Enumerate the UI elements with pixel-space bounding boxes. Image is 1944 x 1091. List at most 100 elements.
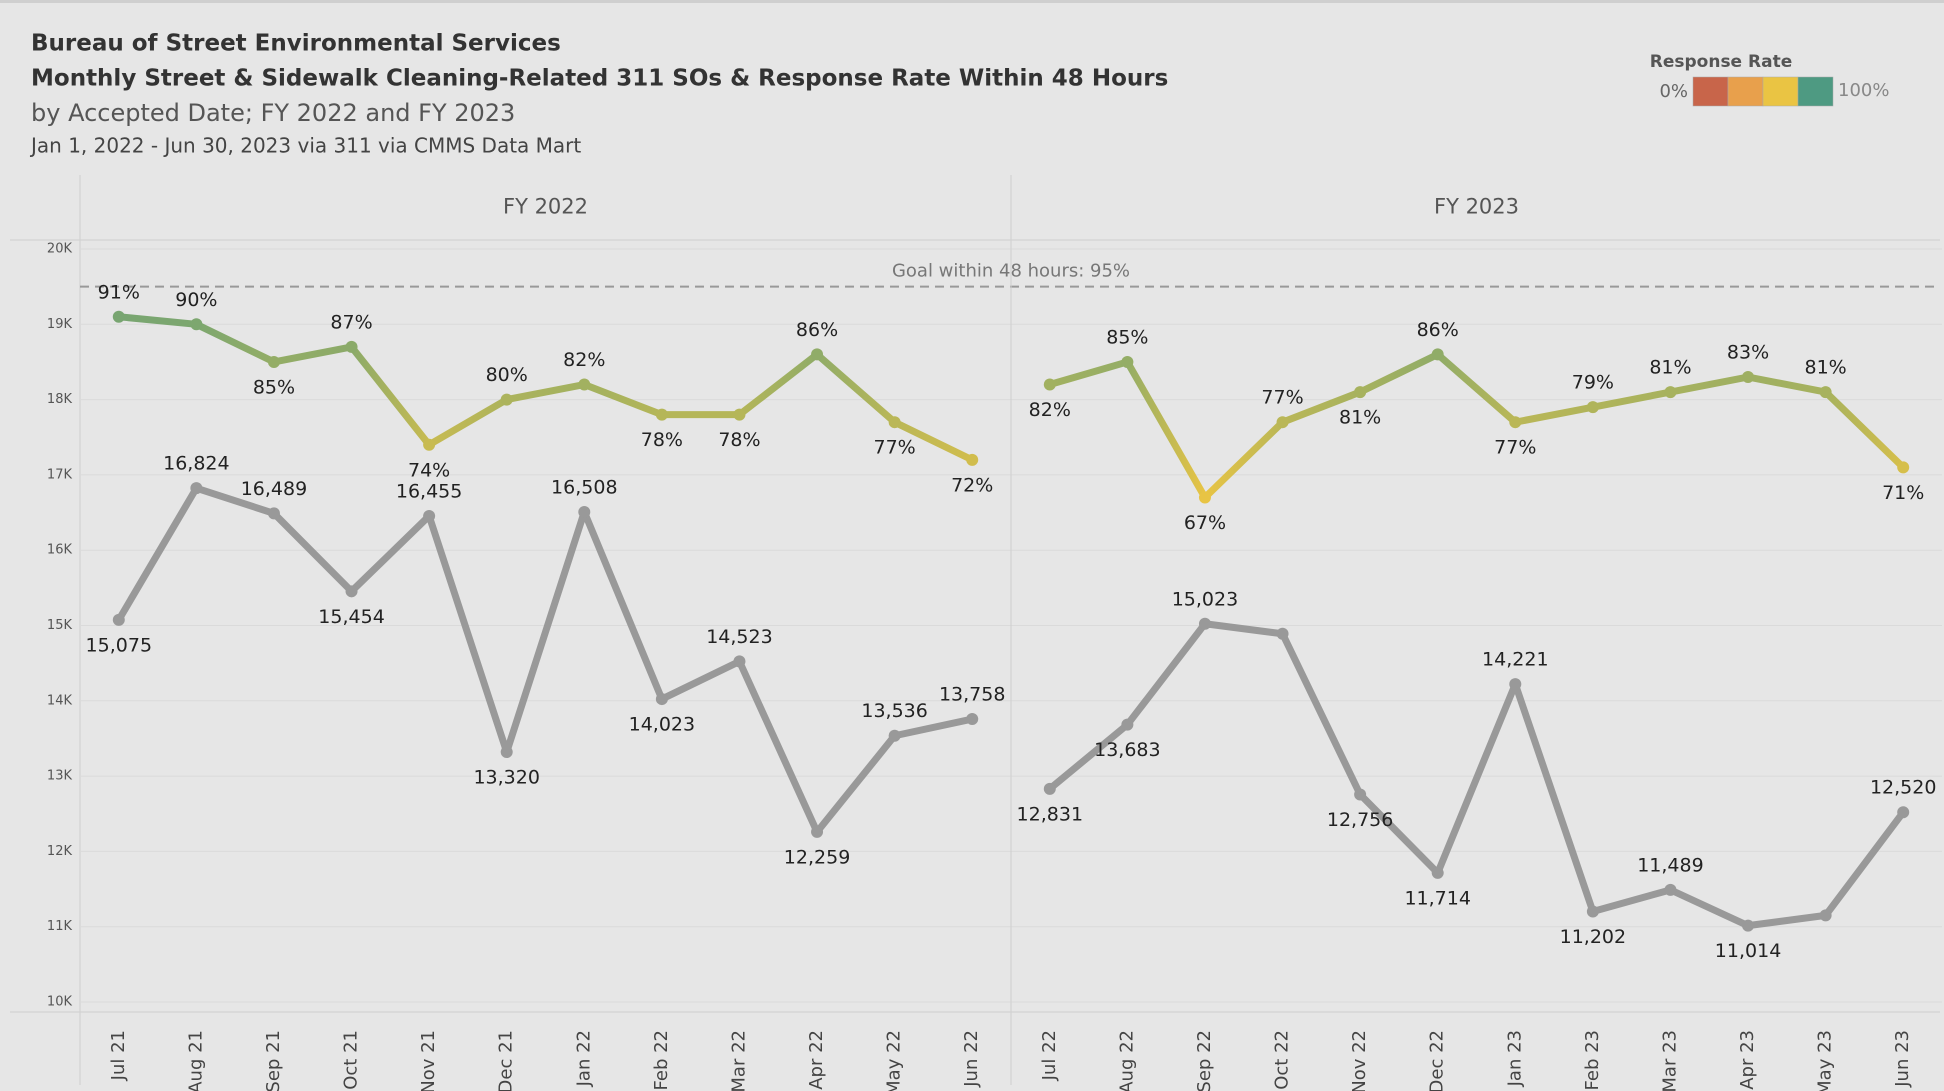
data-label: 16,489 (241, 478, 307, 500)
point (1664, 386, 1677, 399)
data-label: 15,023 (1172, 588, 1238, 610)
data-label: 13,683 (1094, 739, 1160, 761)
point (345, 340, 358, 353)
x-tick-label: Jan 22 (573, 1030, 594, 1087)
point (267, 355, 280, 368)
x-tick-label: May 23 (1815, 1030, 1836, 1091)
data-label: 90% (175, 289, 217, 311)
point (1198, 617, 1211, 630)
point (1819, 909, 1832, 922)
rate-line (115, 313, 976, 464)
panel-title: FY 2022 (503, 195, 588, 219)
data-label: 16,455 (396, 480, 462, 502)
y-tick-label: 19K (47, 317, 73, 332)
y-tick-label: 20K (47, 242, 73, 257)
point (1198, 491, 1211, 504)
count-line (1046, 620, 1907, 930)
chart-subtitle2: by Accepted Date; FY 2022 and FY 2023 (31, 99, 515, 127)
y-tick-label: 17K (47, 467, 73, 482)
data-label: 12,831 (1017, 803, 1083, 825)
point (888, 729, 901, 742)
point (1121, 718, 1134, 731)
count-line (115, 484, 976, 836)
legend-max: 100% (1838, 80, 1889, 101)
point (655, 693, 668, 706)
x-tick-label: Sep 21 (263, 1030, 284, 1091)
data-label: 12,259 (784, 846, 850, 868)
data-label: 85% (253, 376, 295, 398)
data-label: 78% (718, 429, 760, 451)
x-tick-label: Oct 22 (1272, 1030, 1293, 1090)
data-label: 86% (1417, 319, 1459, 341)
point (112, 310, 125, 323)
data-label: 12,756 (1327, 809, 1393, 831)
point (1897, 461, 1910, 474)
chart-note: Jan 1, 2022 - Jun 30, 2023 via 311 via C… (29, 134, 581, 158)
data-label: 77% (874, 437, 916, 459)
x-tick-label: Oct 21 (341, 1030, 362, 1090)
point (733, 655, 746, 668)
data-label: 82% (1029, 399, 1071, 421)
legend-title: Response Rate (1650, 52, 1792, 72)
legend-swatch (1727, 76, 1764, 107)
data-label: 80% (486, 364, 528, 386)
point (1043, 378, 1056, 391)
point (811, 825, 824, 838)
data-label: 14,523 (706, 626, 772, 648)
x-tick-label: Jul 22 (1039, 1030, 1060, 1081)
legend-swatch (1762, 76, 1799, 107)
x-tick-label: Feb 22 (651, 1030, 672, 1091)
data-label: 77% (1261, 387, 1303, 409)
point (345, 585, 358, 598)
legend (1692, 76, 1834, 107)
x-tick-label: Jun 22 (961, 1030, 982, 1088)
data-label: 16,508 (551, 476, 617, 498)
panel-title: FY 2023 (1434, 195, 1519, 219)
x-tick-label: Jan 23 (1504, 1030, 1525, 1087)
point (1509, 678, 1522, 691)
point (1586, 401, 1599, 414)
data-label: 11,202 (1560, 926, 1626, 948)
point (1354, 788, 1367, 801)
point (190, 318, 203, 331)
point (1121, 355, 1134, 368)
data-label: 86% (796, 319, 838, 341)
y-tick-label: 13K (47, 769, 73, 784)
point (888, 416, 901, 429)
point (1276, 627, 1289, 640)
x-tick-label: Apr 22 (806, 1030, 827, 1090)
x-tick-label: Aug 22 (1116, 1030, 1137, 1091)
point (966, 453, 979, 466)
point (811, 348, 824, 361)
point (1586, 905, 1599, 918)
point (112, 613, 125, 626)
x-tick-label: Sep 22 (1194, 1030, 1215, 1091)
point (655, 408, 668, 421)
x-tick-label: Dec 22 (1427, 1030, 1448, 1091)
legend-swatch (1692, 76, 1729, 107)
point (1431, 348, 1444, 361)
data-label: 87% (330, 311, 372, 333)
data-label: 81% (1649, 357, 1691, 379)
legend-swatch (1797, 76, 1834, 107)
x-tick-label: Jul 21 (108, 1030, 129, 1081)
chart-subtitle: Monthly Street & Sidewalk Cleaning-Relat… (31, 66, 1168, 92)
point (500, 393, 513, 406)
x-tick-label: Nov 21 (418, 1030, 439, 1091)
y-tick-label: 16K (47, 543, 73, 558)
x-tick-label: Aug 21 (185, 1030, 206, 1091)
x-tick-label: May 22 (884, 1030, 905, 1091)
data-label: 83% (1727, 342, 1769, 364)
point (733, 408, 746, 421)
data-label: 72% (951, 474, 993, 496)
x-tick-label: Jun 23 (1892, 1030, 1913, 1088)
data-label: 74% (408, 459, 450, 481)
point (190, 482, 203, 495)
x-tick-label: Nov 22 (1349, 1030, 1370, 1091)
data-label: 14,023 (629, 714, 695, 736)
x-tick-label: Mar 23 (1659, 1030, 1680, 1091)
data-label: 13,320 (473, 767, 539, 789)
data-label: 13,536 (861, 700, 927, 722)
y-tick-label: 18K (47, 392, 73, 407)
data-label: 85% (1106, 326, 1148, 348)
